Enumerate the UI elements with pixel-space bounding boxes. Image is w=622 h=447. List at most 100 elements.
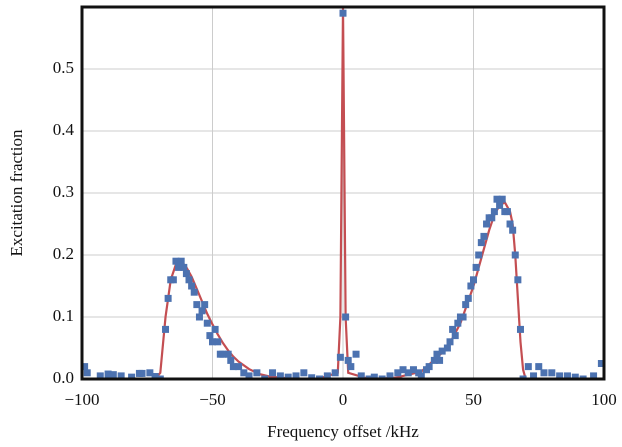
data-point bbox=[201, 301, 209, 309]
data-point bbox=[449, 325, 457, 333]
data-point bbox=[514, 276, 522, 284]
data-point bbox=[477, 239, 485, 247]
data-point bbox=[490, 208, 498, 216]
x-tick-label: 100 bbox=[591, 390, 617, 409]
data-point bbox=[579, 375, 587, 379]
data-point bbox=[516, 325, 524, 333]
data-point bbox=[227, 356, 235, 364]
y-tick-label: 0.2 bbox=[53, 244, 74, 263]
data-point bbox=[172, 257, 180, 265]
data-point bbox=[300, 369, 308, 377]
data-point bbox=[347, 363, 355, 371]
data-point bbox=[224, 350, 232, 358]
data-point bbox=[253, 369, 261, 377]
data-point bbox=[164, 294, 172, 302]
data-point bbox=[156, 375, 164, 379]
data-point bbox=[138, 369, 146, 377]
y-tick-label: 0.0 bbox=[53, 368, 74, 387]
data-point bbox=[316, 375, 324, 379]
data-point bbox=[462, 301, 470, 309]
data-point bbox=[540, 369, 548, 377]
data-point bbox=[430, 356, 438, 364]
data-point bbox=[219, 350, 227, 358]
data-point bbox=[352, 350, 360, 358]
data-point bbox=[503, 208, 511, 216]
data-point bbox=[284, 373, 292, 379]
data-point bbox=[404, 369, 412, 377]
data-point bbox=[198, 307, 206, 315]
data-point bbox=[235, 363, 243, 371]
data-point bbox=[394, 369, 402, 377]
data-point bbox=[563, 372, 571, 379]
data-point bbox=[109, 371, 117, 379]
data-point bbox=[451, 332, 459, 340]
data-point bbox=[467, 282, 475, 290]
data-point bbox=[454, 319, 462, 327]
data-point bbox=[417, 372, 425, 379]
data-point bbox=[571, 373, 579, 379]
data-point bbox=[104, 370, 112, 378]
data-point bbox=[308, 374, 316, 379]
data-point bbox=[399, 366, 407, 374]
data-point bbox=[464, 294, 472, 302]
data-point bbox=[82, 363, 89, 371]
data-point bbox=[211, 325, 219, 333]
data-point bbox=[436, 356, 444, 364]
data-point bbox=[214, 338, 222, 346]
data-point bbox=[180, 263, 188, 271]
data-point bbox=[590, 372, 598, 379]
data-point bbox=[344, 356, 352, 364]
x-tick-label: −100 bbox=[64, 390, 99, 409]
data-point bbox=[433, 350, 441, 358]
data-point bbox=[506, 220, 514, 228]
data-point bbox=[261, 375, 269, 379]
data-point bbox=[443, 344, 451, 352]
data-point bbox=[378, 375, 386, 379]
y-axis-label: Excitation fraction bbox=[7, 129, 26, 256]
data-point bbox=[483, 220, 491, 228]
data-point bbox=[323, 372, 331, 379]
data-point bbox=[480, 232, 488, 240]
data-point bbox=[336, 353, 344, 361]
data-point bbox=[229, 363, 237, 371]
data-point bbox=[292, 372, 300, 379]
data-point bbox=[146, 369, 154, 377]
data-point bbox=[519, 375, 527, 379]
data-point bbox=[188, 282, 196, 290]
data-point bbox=[438, 347, 446, 355]
x-tick-label: 0 bbox=[339, 390, 348, 409]
data-point bbox=[597, 360, 604, 367]
data-point bbox=[193, 301, 201, 309]
data-point bbox=[530, 372, 538, 379]
data-point bbox=[488, 214, 496, 222]
data-point bbox=[342, 313, 350, 321]
data-point bbox=[357, 372, 365, 379]
data-point bbox=[240, 369, 248, 377]
data-point bbox=[472, 263, 480, 271]
data-point bbox=[195, 313, 203, 321]
data-point bbox=[365, 375, 373, 379]
data-point bbox=[245, 372, 253, 379]
y-tick-label: 0.4 bbox=[53, 120, 75, 139]
data-point bbox=[556, 372, 564, 379]
data-point bbox=[209, 338, 216, 346]
data-point bbox=[177, 257, 185, 265]
data-point bbox=[509, 226, 517, 234]
data-point bbox=[175, 263, 183, 271]
data-point bbox=[203, 319, 211, 327]
x-axis-label: Frequency offset /kHz bbox=[267, 422, 419, 441]
data-point bbox=[162, 325, 170, 333]
data-point bbox=[548, 369, 556, 377]
data-point bbox=[459, 313, 467, 321]
data-point bbox=[83, 369, 91, 377]
y-tick-label: 0.3 bbox=[53, 182, 74, 201]
data-point bbox=[446, 338, 454, 346]
data-point bbox=[493, 195, 501, 203]
data-point bbox=[386, 372, 394, 379]
data-point bbox=[496, 201, 504, 209]
data-point bbox=[128, 373, 136, 379]
data-point bbox=[276, 372, 284, 379]
data-point bbox=[190, 288, 198, 296]
